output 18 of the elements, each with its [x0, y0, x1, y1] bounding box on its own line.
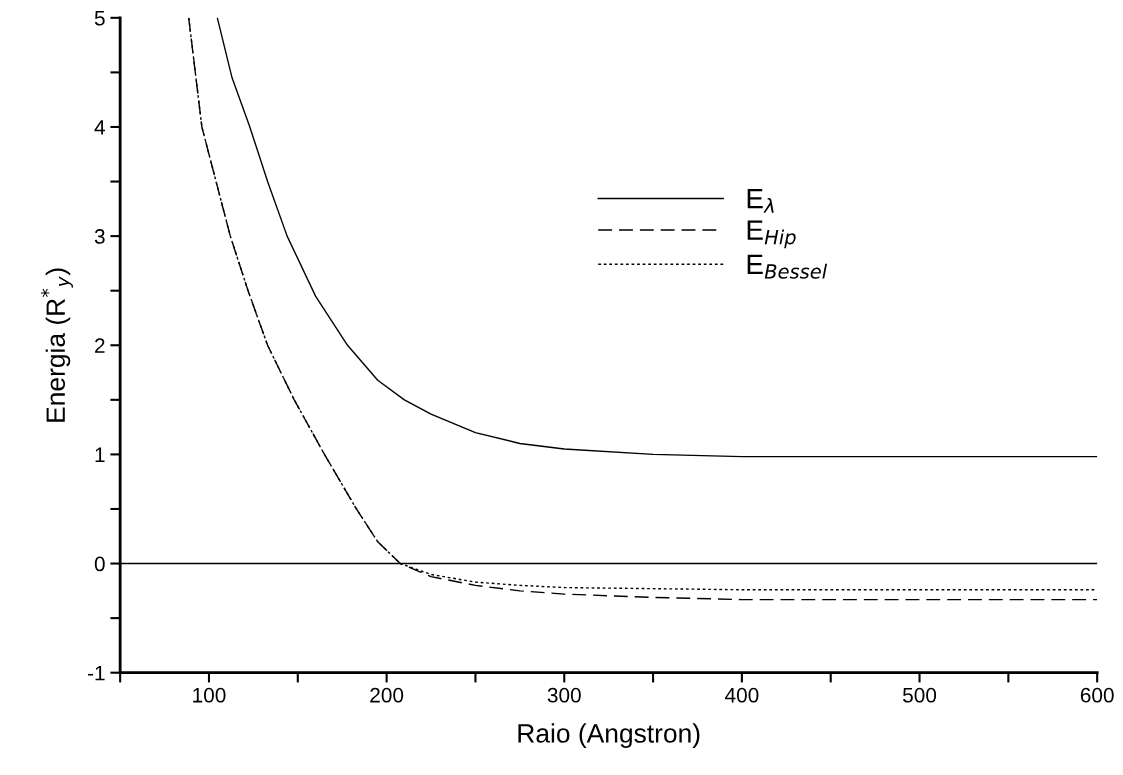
- x-tick-label: 400: [725, 687, 759, 703]
- y-tick-label: 4: [94, 120, 105, 135]
- legend-label: E$_{λ}$: [747, 189, 774, 213]
- y-tick-label: 0: [94, 556, 105, 572]
- x-tick-label: 600: [1080, 687, 1114, 703]
- x-axis-title: Raio (Angstron): [518, 723, 700, 748]
- y-tick-label: -1: [87, 665, 105, 681]
- legend-label: E$_{Bessel}$: [747, 254, 828, 279]
- y-axis-title: Energia (R$^{*}$$_{y}$): [40, 268, 73, 422]
- y-tick-label: 2: [95, 338, 105, 353]
- x-tick-label: 100: [193, 687, 226, 703]
- legend-label: E$_{Hip}$: [747, 220, 796, 249]
- x-tick-label: 300: [547, 687, 581, 703]
- y-tick-label: 3: [94, 229, 105, 244]
- x-tick-label: 200: [370, 687, 404, 703]
- y-tick-label: 5: [94, 11, 105, 26]
- y-tick-label: 1: [95, 447, 105, 462]
- x-tick-label: 500: [902, 687, 937, 703]
